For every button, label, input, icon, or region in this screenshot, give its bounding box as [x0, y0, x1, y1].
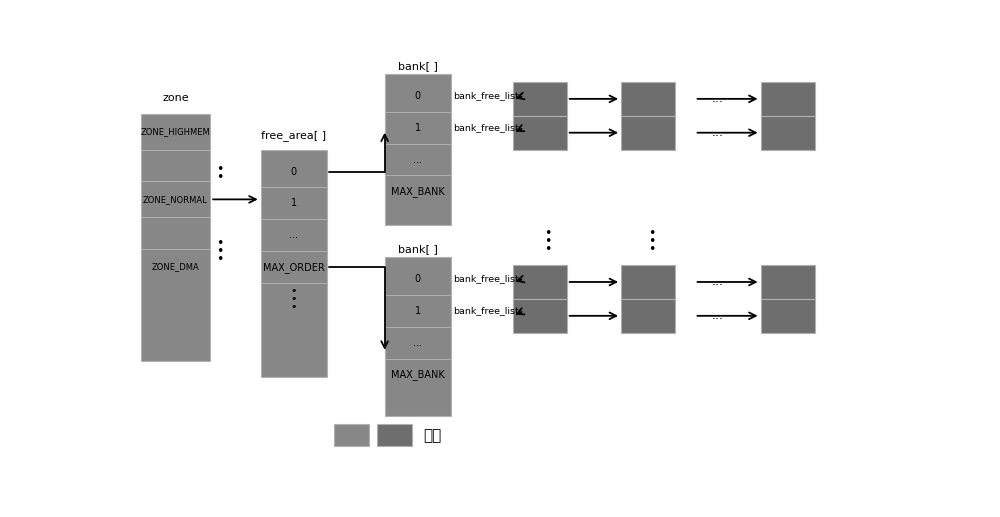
Bar: [621, 265, 675, 299]
Text: ...: ...: [413, 155, 422, 164]
Text: bank[ ]: bank[ ]: [398, 61, 438, 71]
Text: •: •: [544, 227, 551, 240]
Bar: [761, 265, 815, 299]
Bar: [261, 149, 326, 376]
Bar: [385, 257, 450, 416]
Text: 0: 0: [415, 274, 421, 284]
Bar: [512, 299, 567, 333]
Text: •: •: [216, 253, 223, 266]
Bar: [512, 82, 567, 116]
Bar: [512, 265, 567, 299]
Text: 1: 1: [415, 306, 421, 316]
Text: •: •: [648, 227, 656, 240]
Text: •: •: [544, 242, 551, 255]
Text: MAX_BANK: MAX_BANK: [391, 186, 444, 197]
Text: •: •: [648, 235, 656, 248]
Text: 页框: 页框: [423, 428, 442, 443]
Text: •: •: [544, 235, 551, 248]
Text: ...: ...: [712, 309, 724, 322]
Text: ZONE_NORMAL: ZONE_NORMAL: [143, 195, 208, 204]
Text: •: •: [216, 171, 223, 184]
Text: bank_free_list: bank_free_list: [453, 275, 519, 283]
Text: •: •: [216, 237, 223, 250]
Text: •: •: [290, 286, 297, 296]
Text: ...: ...: [413, 338, 422, 348]
Bar: [621, 116, 675, 149]
Bar: [334, 424, 369, 446]
Bar: [140, 114, 210, 361]
Text: bank_free_list: bank_free_list: [453, 92, 519, 100]
Text: ...: ...: [712, 93, 724, 105]
Text: •: •: [648, 242, 656, 255]
Bar: [761, 116, 815, 149]
Text: 0: 0: [290, 166, 297, 176]
Bar: [621, 299, 675, 333]
Text: •: •: [216, 163, 223, 176]
Text: ...: ...: [289, 230, 298, 240]
Text: 0: 0: [415, 91, 421, 101]
Text: 1: 1: [290, 199, 297, 208]
Text: ZONE_DMA: ZONE_DMA: [152, 263, 199, 271]
Bar: [621, 82, 675, 116]
Text: ZONE_HIGHMEM: ZONE_HIGHMEM: [140, 127, 210, 136]
Text: 1: 1: [415, 123, 421, 133]
Text: MAX_ORDER: MAX_ORDER: [263, 262, 324, 272]
Text: bank_free_list: bank_free_list: [453, 123, 519, 132]
Bar: [761, 82, 815, 116]
Bar: [377, 424, 412, 446]
Text: ...: ...: [712, 126, 724, 139]
Text: bank_free_list: bank_free_list: [453, 307, 519, 315]
Bar: [385, 74, 450, 225]
Text: •: •: [290, 294, 297, 304]
Bar: [512, 116, 567, 149]
Text: ...: ...: [712, 276, 724, 288]
Text: zone: zone: [162, 93, 189, 103]
Bar: [761, 299, 815, 333]
Text: •: •: [216, 245, 223, 257]
Text: bank[ ]: bank[ ]: [398, 244, 438, 254]
Text: •: •: [290, 302, 297, 312]
Text: free_area[ ]: free_area[ ]: [261, 130, 326, 141]
Text: MAX_BANK: MAX_BANK: [391, 369, 444, 380]
